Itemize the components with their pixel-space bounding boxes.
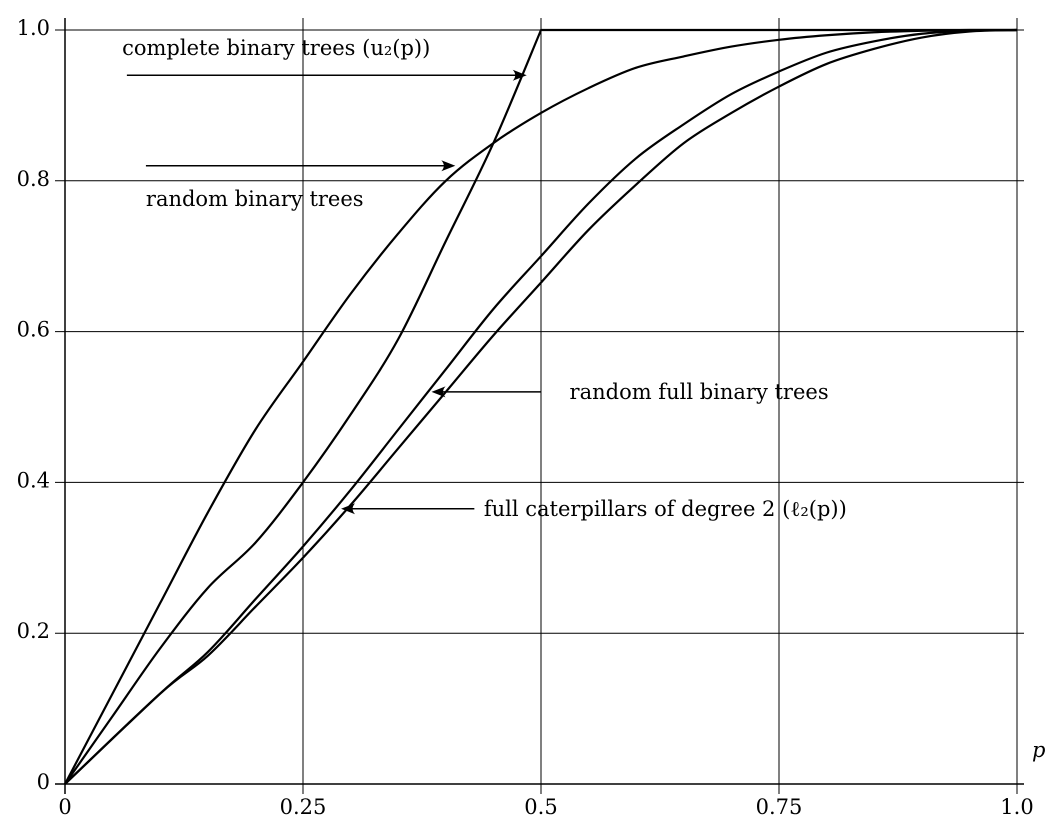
x-tick-label: 0.5 — [524, 795, 557, 819]
annotation-layer: complete binary trees (u₂(p)) random bina… — [122, 36, 847, 521]
series-line-1 — [64, 28, 1017, 785]
y-tick-label: 0.4 — [17, 468, 50, 492]
annotation-label: random binary trees — [146, 187, 364, 211]
annotation-label: complete binary trees (u₂(p)) — [122, 36, 430, 60]
y-tick-label: 1.0 — [17, 16, 50, 40]
annotation-arrowhead — [431, 386, 446, 398]
x-tick-label: 0.25 — [280, 795, 327, 819]
tick-layer: 0 0.2 0.4 0.6 0.8 1.0 0 0.25 0.5 0.75 1.0 — [17, 16, 1034, 819]
annotation-label: random full binary trees — [570, 380, 829, 404]
annotation-arrowhead — [512, 69, 527, 81]
curve-layer — [64, 28, 1018, 785]
x-axis-label: p — [1032, 738, 1045, 762]
annotation-label: full caterpillars of degree 2 (ℓ₂(p)) — [484, 497, 847, 521]
annotation-arrowhead — [341, 503, 356, 515]
grid-layer — [55, 18, 1024, 794]
y-tick-label: 0.6 — [17, 318, 50, 342]
x-tick-label: 0 — [58, 795, 71, 819]
y-tick-label: 0.2 — [17, 619, 50, 643]
series-line-4 — [64, 28, 1018, 785]
series-line-2 — [64, 28, 1018, 785]
annotation-arrowhead — [441, 160, 456, 172]
series-line-3 — [64, 28, 1018, 785]
y-tick-label: 0.8 — [17, 167, 50, 191]
y-tick-label: 0 — [37, 770, 50, 794]
x-tick-label: 0.75 — [756, 795, 803, 819]
x-tick-label: 1.0 — [1000, 795, 1033, 819]
